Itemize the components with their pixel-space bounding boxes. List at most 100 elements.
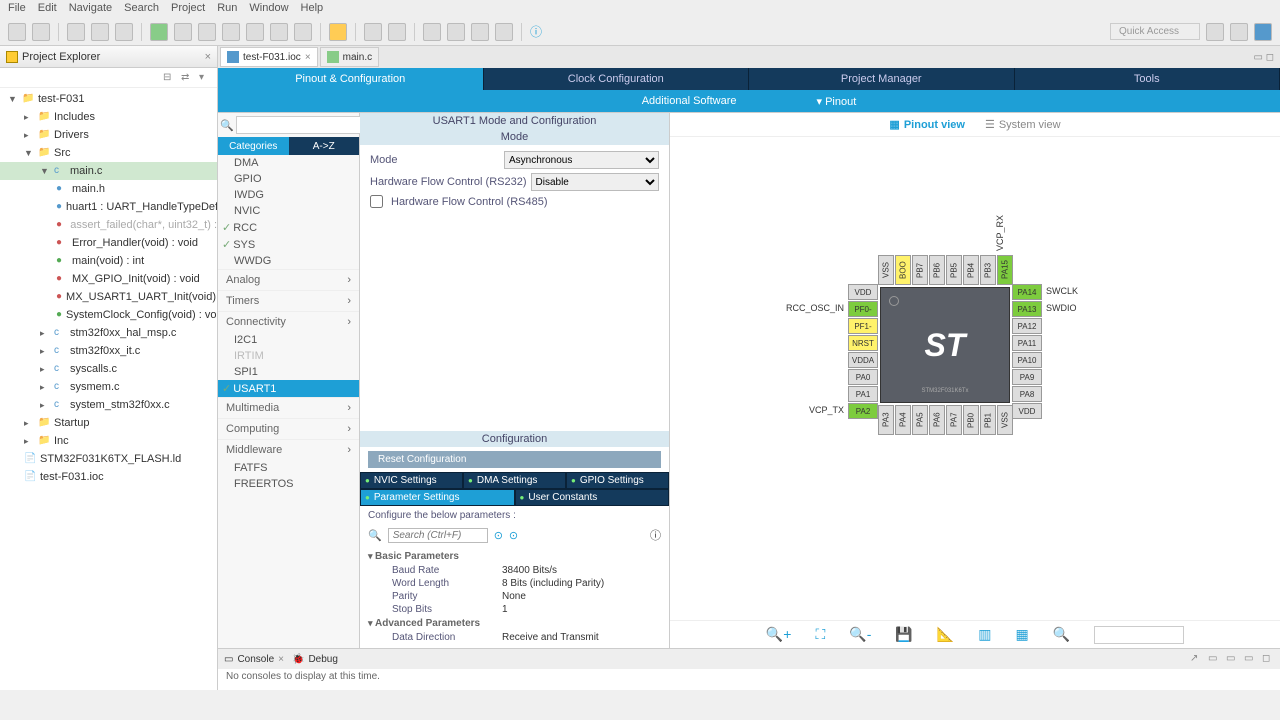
- chip-pin[interactable]: PB3: [980, 255, 996, 285]
- tree-item[interactable]: 📄test-F031.ioc: [0, 468, 217, 486]
- chip-pin[interactable]: PA12: [1012, 318, 1042, 334]
- chip-pin[interactable]: VSS: [878, 255, 894, 285]
- chip-pin[interactable]: VDD: [848, 284, 878, 300]
- cat-item[interactable]: FATFS: [218, 460, 359, 476]
- step-icon[interactable]: [222, 23, 240, 41]
- link-icon[interactable]: ⇄: [181, 72, 193, 84]
- hw232-select[interactable]: Disable: [531, 173, 660, 191]
- editor-tab-ioc[interactable]: test-F031.ioc ×: [220, 47, 318, 67]
- tree-item[interactable]: ●MX_GPIO_Init(void) : void: [0, 270, 217, 288]
- chip-pin[interactable]: PA1: [848, 386, 878, 402]
- menu-search[interactable]: Search: [124, 2, 159, 16]
- chip-pin[interactable]: PA0: [848, 369, 878, 385]
- param-row[interactable]: ParityNone: [368, 590, 661, 603]
- tab-project-mgr[interactable]: Project Manager: [749, 68, 1015, 90]
- tree-item[interactable]: ●SystemClock_Config(void) : void: [0, 306, 217, 324]
- chip-pin[interactable]: PA8: [1012, 386, 1042, 402]
- chip-pin[interactable]: PF1-: [848, 318, 878, 334]
- menu-navigate[interactable]: Navigate: [69, 2, 112, 16]
- pinout-dropdown[interactable]: ▾ Pinout: [817, 95, 857, 108]
- subtab-gpio[interactable]: GPIO Settings: [566, 472, 669, 489]
- hw485-checkbox[interactable]: [370, 195, 383, 208]
- tree-item[interactable]: ●Error_Handler(void) : void: [0, 234, 217, 252]
- chip-pin[interactable]: PA2: [848, 403, 878, 419]
- cat-item[interactable]: IWDG: [218, 187, 359, 203]
- menu-edit[interactable]: Edit: [38, 2, 57, 16]
- tree-item[interactable]: ▸csysmem.c: [0, 378, 217, 396]
- persp-icon[interactable]: [1254, 23, 1272, 41]
- cols-icon[interactable]: ▥: [978, 626, 991, 643]
- param-row[interactable]: Baud Rate38400 Bits/s: [368, 564, 661, 577]
- cat-group[interactable]: Analog›: [218, 269, 359, 290]
- chip-pin[interactable]: PA9: [1012, 369, 1042, 385]
- param-row[interactable]: Data DirectionReceive and Transmit: [368, 631, 661, 644]
- project-tree[interactable]: ▼📁test-F031▸📁Includes▸📁Drivers▼📁Src▼cmai…: [0, 88, 217, 690]
- step-icon[interactable]: [294, 23, 312, 41]
- prev-icon[interactable]: ⊙: [494, 529, 503, 542]
- min-icon[interactable]: ▭: [1244, 653, 1256, 665]
- param-row[interactable]: Stop Bits1: [368, 603, 661, 616]
- tree-item[interactable]: ▸📁Inc: [0, 432, 217, 450]
- max-icon[interactable]: ◻: [1262, 653, 1274, 665]
- run-icon[interactable]: [150, 23, 168, 41]
- next-icon[interactable]: ⊙: [509, 529, 518, 542]
- mode-select[interactable]: Asynchronous: [504, 151, 659, 169]
- tree-item[interactable]: ▸📁Drivers: [0, 126, 217, 144]
- cat-item[interactable]: GPIO: [218, 171, 359, 187]
- info-icon[interactable]: ⓘ: [530, 23, 542, 40]
- chip-pin[interactable]: PA13: [1012, 301, 1042, 317]
- zoom-out-icon[interactable]: 🔍-: [849, 626, 871, 643]
- tree-item[interactable]: ●main(void) : int: [0, 252, 217, 270]
- chip-area[interactable]: ST STM32F031K6Tx VDDPF0-RCC_OSC_INPF1-NR…: [670, 137, 1280, 620]
- cat-item[interactable]: IRTIM: [218, 348, 359, 364]
- console-tab[interactable]: ▭ Console ×: [224, 654, 284, 665]
- tab-categories[interactable]: Categories: [218, 137, 289, 155]
- tree-item[interactable]: ●main.h: [0, 180, 217, 198]
- close-icon[interactable]: ×: [205, 51, 211, 63]
- build-icon[interactable]: [67, 23, 85, 41]
- step-icon[interactable]: [270, 23, 288, 41]
- subtab-param[interactable]: Parameter Settings: [360, 489, 515, 506]
- nav-icon[interactable]: [447, 23, 465, 41]
- nav-icon[interactable]: [423, 23, 441, 41]
- grid-icon[interactable]: ▦: [1015, 626, 1028, 643]
- zoom-in-icon[interactable]: 🔍+: [766, 626, 792, 643]
- tool-icon[interactable]: [91, 23, 109, 41]
- tree-item[interactable]: ▼📁Src: [0, 144, 217, 162]
- quick-access[interactable]: Quick Access: [1110, 23, 1200, 40]
- cat-item[interactable]: FREERTOS: [218, 476, 359, 492]
- cat-item[interactable]: USART1: [218, 380, 359, 397]
- menu-project[interactable]: Project: [171, 2, 205, 16]
- tool-icon[interactable]: ↗: [1190, 653, 1202, 665]
- param-search-input[interactable]: [388, 528, 488, 543]
- gear-icon[interactable]: [364, 23, 382, 41]
- tree-item[interactable]: ●MX_USART1_UART_Init(void) : v: [0, 288, 217, 306]
- tree-item[interactable]: ▸csyscalls.c: [0, 360, 217, 378]
- pause-icon[interactable]: [174, 23, 192, 41]
- chip-pin[interactable]: BOO: [895, 255, 911, 285]
- chip-pin[interactable]: PB6: [929, 255, 945, 285]
- param-group[interactable]: Advanced Parameters: [368, 616, 661, 631]
- persp-icon[interactable]: [1230, 23, 1248, 41]
- info-icon[interactable]: ⓘ: [650, 527, 661, 543]
- close-icon[interactable]: ×: [305, 52, 311, 63]
- tree-item[interactable]: ▼📁test-F031: [0, 90, 217, 108]
- menu-help[interactable]: Help: [301, 2, 324, 16]
- save-icon[interactable]: 💾: [895, 626, 912, 643]
- rotate-icon[interactable]: 📐: [937, 626, 954, 643]
- tree-item[interactable]: ▼cmain.c: [0, 162, 217, 180]
- chip-pin[interactable]: PB7: [912, 255, 928, 285]
- tree-item[interactable]: ●assert_failed(char*, uint32_t) :: [0, 216, 217, 234]
- cat-item[interactable]: SPI1: [218, 364, 359, 380]
- chip-pin[interactable]: PF0-: [848, 301, 878, 317]
- tree-item[interactable]: ▸csystem_stm32f0xx.c: [0, 396, 217, 414]
- tree-item[interactable]: ●huart1 : UART_HandleTypeDef: [0, 198, 217, 216]
- new-icon[interactable]: [8, 23, 26, 41]
- cat-group[interactable]: Computing›: [218, 418, 359, 439]
- pin-search-input[interactable]: [1094, 626, 1184, 644]
- menu-run[interactable]: Run: [217, 2, 237, 16]
- cat-group[interactable]: Connectivity›: [218, 311, 359, 332]
- cat-group[interactable]: Timers›: [218, 290, 359, 311]
- tree-item[interactable]: ▸📁Startup: [0, 414, 217, 432]
- menu-file[interactable]: File: [8, 2, 26, 16]
